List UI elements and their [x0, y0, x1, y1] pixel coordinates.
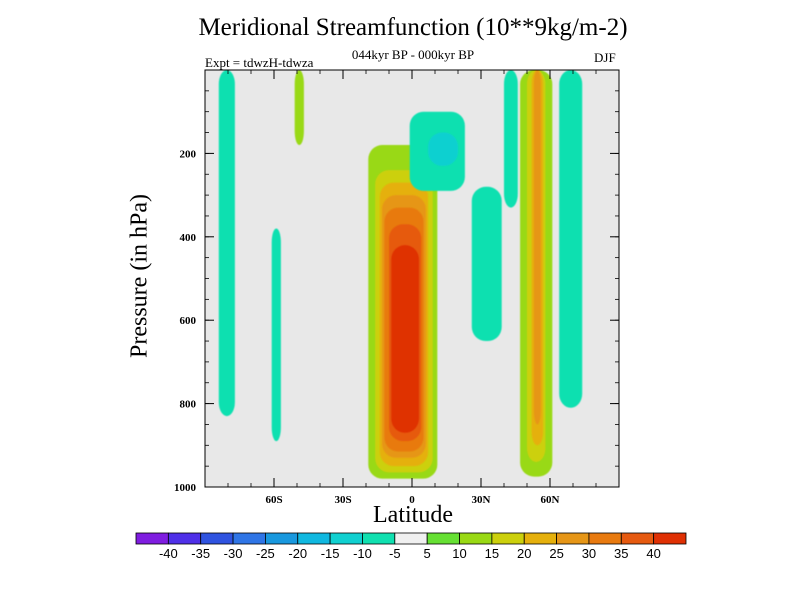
colorbar-swatch: [362, 532, 396, 545]
colorbar-swatch: [588, 532, 622, 545]
contour-regions: [218, 70, 583, 479]
chart-title: Meridional Streamfunction (10**9kg/m-2): [198, 14, 628, 41]
contour-region-9: [391, 245, 419, 433]
y-tick-label: 400: [180, 232, 197, 244]
colorbar-swatch: [135, 532, 169, 545]
y-tick-label: 600: [180, 315, 197, 327]
colorbar-label: 30: [582, 546, 596, 561]
colorbar-swatch: [459, 532, 493, 545]
colorbar-label: 40: [646, 546, 660, 561]
colorbar-label: -20: [288, 546, 307, 561]
colorbar-swatch: [265, 532, 299, 545]
x-tick-label: 30N: [472, 494, 491, 506]
colorbar-label: -25: [256, 546, 275, 561]
colorbar-label: -40: [159, 546, 178, 561]
contour-region-1: [271, 228, 281, 442]
colorbar-swatch: [167, 532, 202, 545]
x-tick-label: 30S: [334, 494, 351, 506]
colorbar-swatch: [297, 532, 331, 545]
contour-region-17: [533, 70, 541, 425]
colorbar-swatch: [620, 532, 655, 545]
x-tick-label: 60S: [265, 494, 282, 506]
colorbar-swatch: [491, 532, 525, 545]
colorbar-swatch: [200, 532, 234, 545]
colorbar: -40 -35 -30 -25 -20 -15 -10 -5 5 10 15 20 25 30 35 40: [135, 532, 687, 561]
experiment-label: Expt = tdwzH-tdwza: [205, 55, 314, 70]
contour-region-13: [504, 70, 518, 208]
contour-region-11: [428, 132, 458, 166]
colorbar-swatch: [394, 532, 428, 545]
colorbar-label: 25: [549, 546, 563, 561]
colorbar-label: 15: [485, 546, 499, 561]
x-tick-label: 60N: [541, 494, 560, 506]
colorbar-swatch: [426, 532, 460, 545]
colorbar-label: -5: [389, 546, 401, 561]
colorbar-label: -35: [191, 546, 210, 561]
colorbar-label: 20: [517, 546, 531, 561]
x-axis-label: Latitude: [373, 502, 453, 528]
colorbar-swatch: [653, 532, 687, 545]
contour-region-0: [218, 70, 235, 417]
colorbar-swatch: [523, 532, 557, 545]
contour-region-12: [471, 186, 502, 342]
colorbar-label: -30: [224, 546, 243, 561]
y-tick-label: 200: [180, 148, 197, 160]
season-label: DJF: [594, 50, 616, 65]
y-tick-label: 1000: [174, 482, 197, 494]
y-tick-label: 800: [180, 399, 197, 411]
colorbar-label: 5: [424, 546, 431, 561]
colorbar-swatch: [329, 532, 363, 545]
colorbar-label: 10: [452, 546, 466, 561]
contour-region-2: [294, 70, 304, 146]
colorbar-label: -10: [353, 546, 372, 561]
colorbar-label: -15: [321, 546, 340, 561]
colorbar-label: 35: [614, 546, 628, 561]
axes: 60S 30S 0 30N 60N 200 400 600 800 1000: [174, 69, 620, 506]
contour-region-18: [559, 70, 583, 408]
colorbar-swatch: [556, 532, 590, 545]
x-tick-label: 0: [409, 494, 415, 506]
chart-subtitle: 044kyr BP - 000kyr BP: [351, 47, 475, 62]
colorbar-swatch: [232, 532, 266, 545]
